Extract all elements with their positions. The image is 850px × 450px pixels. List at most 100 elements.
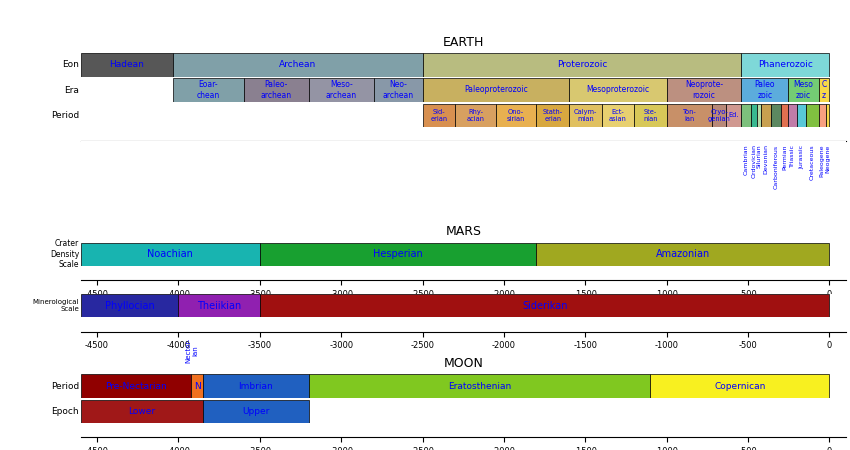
Text: MARS: MARS	[445, 225, 481, 238]
Text: Cretaceous: Cretaceous	[810, 144, 815, 180]
Bar	[374, 78, 422, 102]
Bar	[81, 53, 173, 76]
Text: Phyllocian: Phyllocian	[105, 301, 155, 310]
Text: Permian: Permian	[782, 144, 787, 170]
Bar	[796, 104, 806, 127]
Bar	[309, 374, 650, 398]
Text: Noachian: Noachian	[147, 249, 193, 259]
Text: Nector-
ian: Nector- ian	[185, 338, 198, 364]
Text: C
z: C z	[821, 80, 827, 100]
Text: Eon: Eon	[62, 60, 79, 69]
Bar	[789, 78, 819, 102]
Text: Copernican: Copernican	[714, 382, 766, 391]
Text: Paleoproterozoic: Paleoproterozoic	[464, 86, 528, 94]
Text: Meso-
archean: Meso- archean	[326, 80, 357, 100]
Bar	[191, 374, 203, 398]
Bar	[260, 243, 536, 266]
Bar	[536, 104, 569, 127]
Bar	[178, 294, 260, 317]
Text: Neoprote-
rozoic: Neoprote- rozoic	[685, 80, 723, 100]
Text: Imbrian: Imbrian	[238, 382, 273, 391]
Bar	[173, 53, 422, 76]
Bar	[825, 104, 829, 127]
Text: Ono-
sirian: Ono- sirian	[507, 109, 525, 122]
Bar	[771, 104, 781, 127]
Text: Amazonian: Amazonian	[656, 249, 710, 259]
Text: Paleo-
archean: Paleo- archean	[260, 80, 292, 100]
Text: Calym-
mian: Calym- mian	[574, 109, 597, 122]
Bar	[81, 243, 260, 266]
Bar	[243, 78, 309, 102]
Bar	[751, 104, 757, 127]
Bar	[741, 53, 830, 76]
Bar	[260, 294, 830, 317]
Text: Ste-
nian: Ste- nian	[643, 109, 658, 122]
Text: Silurian: Silurian	[756, 144, 762, 168]
Bar	[781, 104, 789, 127]
Text: EARTH: EARTH	[443, 36, 484, 49]
Text: Phanerozoic: Phanerozoic	[758, 60, 813, 69]
Text: Pre-Nectarian: Pre-Nectarian	[105, 382, 167, 391]
Bar	[536, 243, 830, 266]
Bar	[81, 294, 178, 317]
Bar	[569, 104, 602, 127]
Text: Eoar-
chean: Eoar- chean	[197, 80, 220, 100]
Text: Ton-
ian: Ton- ian	[683, 109, 696, 122]
Bar	[741, 78, 789, 102]
Text: Era: Era	[64, 86, 79, 94]
Text: Archean: Archean	[280, 60, 316, 69]
Text: Devonian: Devonian	[763, 144, 768, 175]
Text: Meso
zoic: Meso zoic	[794, 80, 813, 100]
Text: MOON: MOON	[444, 357, 483, 370]
Bar	[757, 104, 762, 127]
Bar	[634, 104, 666, 127]
Bar	[422, 104, 455, 127]
Text: Epoch: Epoch	[51, 407, 79, 416]
Bar	[726, 104, 741, 127]
Bar	[741, 104, 751, 127]
Text: Crater
Density
Scale: Crater Density Scale	[50, 239, 79, 269]
Bar	[666, 78, 741, 102]
Text: Period: Period	[51, 382, 79, 391]
Text: Paleogene: Paleogene	[819, 144, 824, 177]
Bar	[173, 78, 243, 102]
Bar	[455, 104, 496, 127]
Bar	[496, 104, 536, 127]
Text: Ed.: Ed.	[728, 112, 739, 118]
Text: Eratosthenian: Eratosthenian	[448, 382, 511, 391]
Bar	[602, 104, 634, 127]
Text: Ect-
asian: Ect- asian	[609, 109, 626, 122]
Bar	[422, 53, 741, 76]
Text: Hesperian: Hesperian	[373, 249, 423, 259]
Text: Carboniferous: Carboniferous	[774, 144, 779, 189]
Text: Minerological
Scale: Minerological Scale	[32, 299, 79, 312]
Text: Neo-
archean: Neo- archean	[382, 80, 414, 100]
Bar	[203, 374, 309, 398]
Bar	[203, 400, 309, 423]
Bar	[81, 400, 203, 423]
Text: Ordovician: Ordovician	[751, 144, 756, 179]
Bar	[762, 104, 771, 127]
Text: Cryo-
genian: Cryo- genian	[708, 109, 731, 122]
Bar	[666, 104, 712, 127]
Text: Period: Period	[51, 111, 79, 120]
Bar	[819, 78, 830, 102]
Text: Sid-
erian: Sid- erian	[430, 109, 447, 122]
Text: Cambrian: Cambrian	[744, 144, 749, 175]
Text: Siderikan: Siderikan	[522, 301, 568, 310]
Bar	[650, 374, 830, 398]
Bar	[806, 104, 819, 127]
Text: Triassic: Triassic	[790, 144, 795, 167]
Text: Theiikian: Theiikian	[197, 301, 241, 310]
Text: N: N	[194, 382, 201, 391]
Text: Upper: Upper	[242, 407, 269, 416]
Text: Rhy-
acian: Rhy- acian	[467, 109, 484, 122]
Bar	[422, 78, 569, 102]
Bar	[81, 374, 191, 398]
Bar	[309, 78, 374, 102]
Text: Neogene: Neogene	[824, 144, 830, 173]
Text: Mesoproterozoic: Mesoproterozoic	[586, 86, 649, 94]
Bar	[712, 104, 726, 127]
Bar	[819, 104, 825, 127]
Text: Lower: Lower	[128, 407, 156, 416]
